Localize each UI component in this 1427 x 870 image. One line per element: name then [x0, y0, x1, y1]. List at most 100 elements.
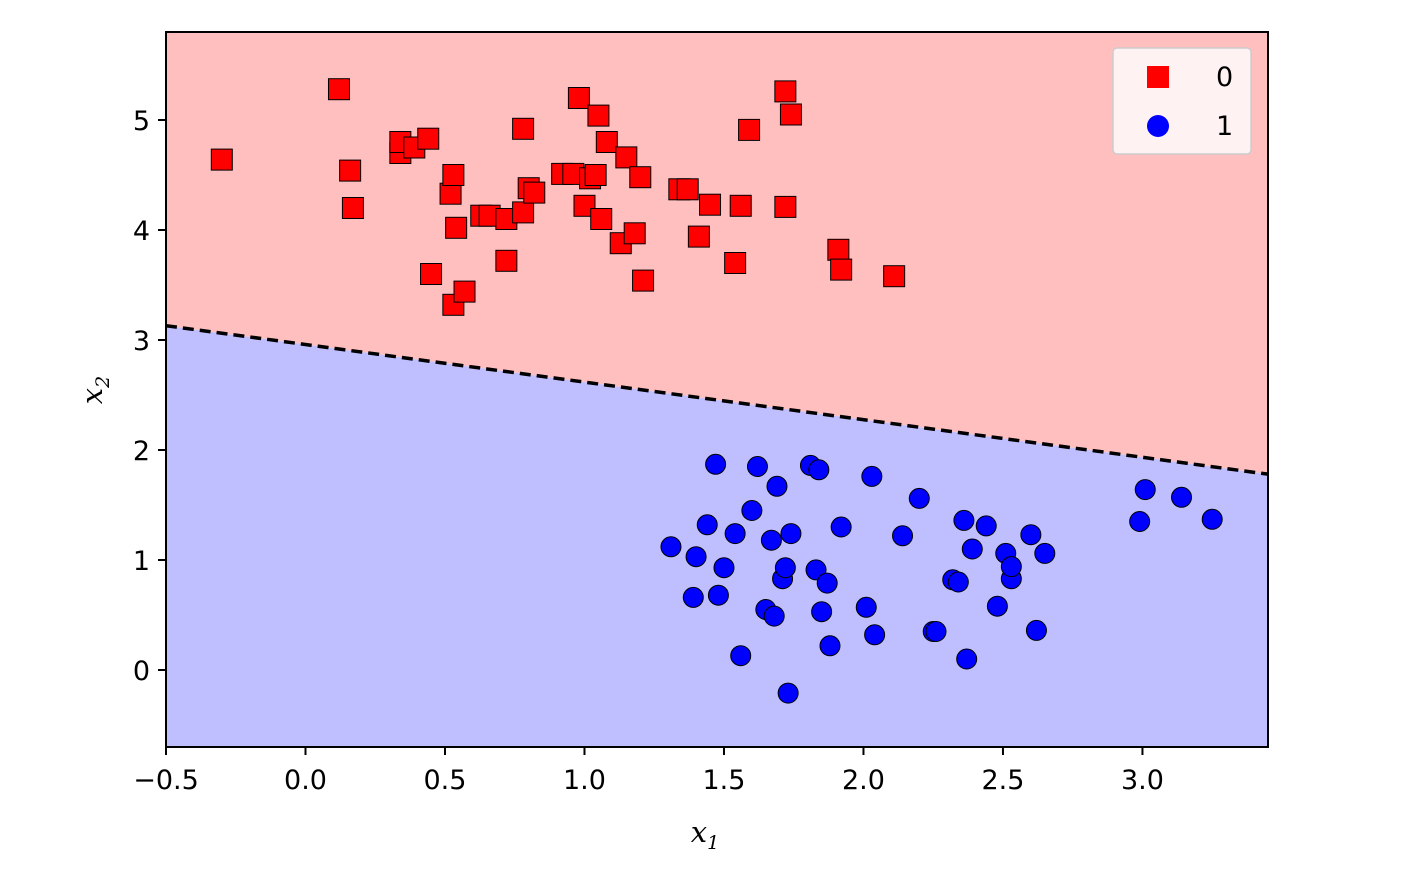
- x-tick-label: 2.5: [981, 765, 1024, 796]
- point-class-1: [908, 487, 930, 509]
- point-class-0: [439, 182, 462, 205]
- point-class-0: [724, 252, 747, 274]
- point-class-1: [892, 525, 914, 547]
- point-class-1: [774, 557, 796, 579]
- point-class-1: [696, 514, 718, 536]
- y-tick-label: 1: [133, 546, 150, 577]
- point-class-0: [587, 104, 610, 127]
- point-class-1: [766, 475, 788, 497]
- data-points: [210, 78, 1223, 704]
- point-class-0: [512, 201, 535, 224]
- point-class-0: [632, 269, 655, 292]
- point-class-1: [724, 523, 746, 545]
- point-class-1: [975, 515, 997, 537]
- legend-label-1: 1: [1216, 111, 1233, 142]
- point-class-1: [780, 523, 802, 545]
- point-class-0: [774, 80, 797, 103]
- point-class-0: [729, 194, 752, 217]
- point-class-0: [779, 103, 802, 126]
- point-class-0: [830, 258, 853, 281]
- y-tick-label: 4: [133, 216, 150, 247]
- point-class-1: [811, 601, 833, 623]
- point-class-1: [760, 529, 782, 551]
- point-class-1: [808, 459, 830, 481]
- point-class-0: [567, 87, 590, 109]
- point-class-1: [730, 645, 752, 667]
- point-class-0: [210, 148, 233, 171]
- point-class-1: [1020, 524, 1042, 546]
- point-class-1: [956, 648, 978, 670]
- y-tick-label: 2: [133, 436, 150, 467]
- point-class-0: [827, 238, 850, 261]
- point-class-1: [864, 624, 886, 646]
- point-class-1: [861, 465, 883, 487]
- point-class-1: [855, 596, 877, 618]
- point-class-1: [660, 536, 682, 558]
- point-class-0: [738, 118, 761, 141]
- point-class-1: [746, 456, 768, 477]
- point-class-0: [595, 131, 618, 153]
- legend-label-0: 0: [1216, 62, 1233, 93]
- point-class-0: [417, 127, 440, 150]
- legend-marker-1: [1147, 115, 1169, 137]
- y-axis-ticks: 0 1 2 3 4 5: [133, 106, 166, 687]
- point-class-0: [573, 194, 596, 217]
- x-axis-ticks: −0.5 0.0 0.5 1.0 1.5 2.0 2.5 3.0: [133, 747, 1164, 796]
- point-class-1: [986, 595, 1008, 617]
- y-tick-label: 3: [133, 326, 150, 357]
- point-class-0: [339, 159, 362, 182]
- point-class-0: [615, 146, 638, 169]
- boundary-line: [166, 323, 1268, 476]
- x-tick-label: 1.0: [563, 765, 606, 796]
- region-class-1: [166, 325, 1268, 747]
- point-class-1: [741, 500, 763, 521]
- point-class-0: [687, 225, 710, 248]
- point-class-1: [1201, 508, 1223, 530]
- point-class-1: [705, 453, 727, 475]
- point-class-0: [420, 263, 443, 285]
- point-class-0: [623, 222, 646, 245]
- plot-frame: [165, 31, 1269, 748]
- point-class-0: [584, 164, 607, 186]
- x-tick-label: 3.0: [1121, 765, 1164, 796]
- point-class-1: [1129, 511, 1151, 532]
- y-tick-label: 5: [133, 106, 150, 137]
- point-class-0: [629, 166, 652, 189]
- point-class-0: [341, 197, 364, 219]
- x-tick-label: −0.5: [133, 765, 199, 796]
- point-class-0: [523, 181, 546, 204]
- point-class-0: [512, 117, 535, 140]
- decision-regions: [166, 32, 1268, 747]
- point-class-1: [1025, 619, 1047, 641]
- y-axis-label: x2: [75, 376, 114, 404]
- point-class-1: [707, 584, 729, 606]
- x-tick-label: 2.0: [842, 765, 885, 796]
- point-class-1: [1134, 479, 1156, 501]
- point-class-0: [590, 208, 613, 230]
- point-class-1: [777, 682, 799, 704]
- point-class-0: [453, 280, 476, 303]
- point-class-1: [685, 546, 707, 568]
- point-class-1: [1000, 556, 1022, 578]
- x-axis-label: x1: [691, 815, 719, 854]
- legend-marker-0: [1147, 66, 1169, 88]
- point-class-0: [883, 265, 906, 288]
- point-class-0: [495, 249, 518, 272]
- decision-boundary: [166, 323, 1268, 476]
- point-class-1: [961, 538, 983, 560]
- point-class-0: [442, 164, 465, 186]
- point-class-1: [947, 571, 969, 593]
- point-class-1: [713, 557, 735, 579]
- point-class-1: [953, 509, 975, 531]
- x-tick-label: 1.5: [702, 765, 745, 796]
- point-class-0: [774, 195, 797, 218]
- point-class-0: [676, 178, 699, 201]
- point-class-1: [925, 621, 947, 642]
- region-class-0: [166, 32, 1268, 475]
- point-class-1: [763, 605, 785, 627]
- point-class-1: [1034, 542, 1056, 564]
- point-class-0: [445, 216, 468, 239]
- y-tick-label: 0: [133, 656, 150, 687]
- x-tick-label: 0.5: [424, 765, 467, 796]
